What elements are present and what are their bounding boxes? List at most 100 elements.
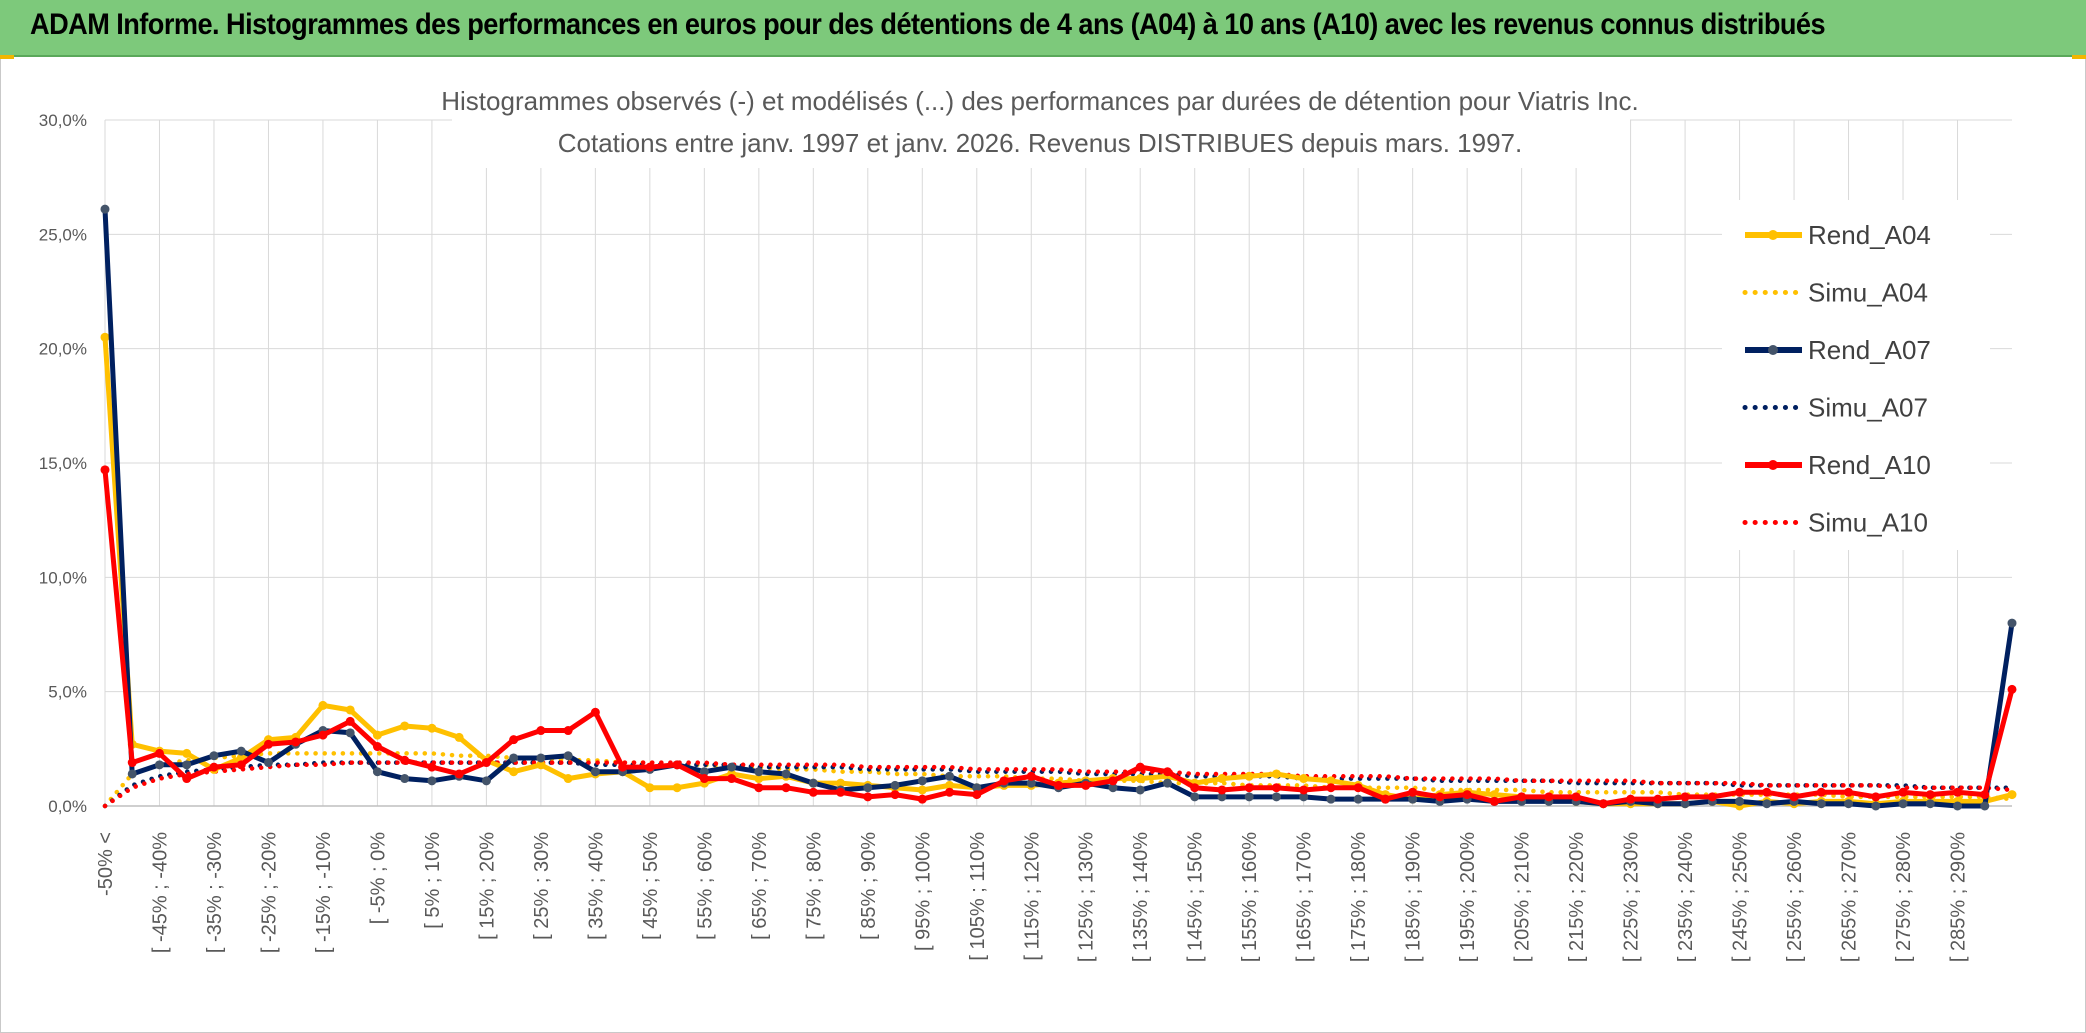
marker-rend-a10 (1326, 783, 1336, 793)
x-axis-ticks: -50% < [ -45% ; -40% [ -35% ; -30% [ -25% ;… (95, 832, 1970, 962)
marker-rend-a07 (890, 780, 900, 790)
chart-title-line-1: Histogrammes observés (-) et modélisés (… (441, 86, 1639, 116)
legend-label-simu-a04: Simu_A04 (1808, 278, 1928, 308)
marker-rend-a04 (427, 723, 437, 733)
marker-rend-a04 (2007, 790, 2017, 800)
marker-rend-a10 (291, 737, 301, 747)
marker-rend-a07 (1925, 799, 1935, 809)
marker-rend-a10 (100, 465, 110, 475)
marker-rend-a10 (1190, 783, 1200, 793)
marker-rend-a10 (1217, 785, 1227, 795)
legend-label-simu-a07: Simu_A07 (1808, 393, 1928, 423)
x-tick-label: [ 205% ; 210% (1512, 832, 1534, 962)
marker-rend-a07 (972, 783, 982, 793)
marker-rend-a10 (1435, 792, 1445, 802)
marker-rend-a07 (1217, 792, 1227, 802)
x-tick-label: -50% < (95, 832, 117, 896)
marker-rend-a07 (781, 769, 791, 779)
marker-rend-a07 (590, 767, 600, 777)
marker-rend-a07 (1871, 801, 1881, 811)
marker-rend-a07 (100, 204, 110, 214)
marker-rend-a10 (1898, 787, 1908, 797)
y-tick-label: 20,0% (39, 340, 87, 359)
legend-label-rend-a04: Rend_A04 (1808, 220, 1931, 250)
corner-accent-right (2072, 55, 2086, 59)
marker-rend-a10 (1353, 783, 1363, 793)
marker-rend-a10 (236, 760, 246, 770)
marker-rend-a10 (1953, 787, 1963, 797)
legend-marker (1768, 460, 1778, 470)
marker-rend-a07 (1190, 792, 1200, 802)
x-tick-label: [ -15% ; -10% (313, 832, 335, 953)
marker-rend-a07 (945, 771, 955, 781)
marker-rend-a10 (400, 755, 410, 765)
x-tick-label: [ 25% ; 30% (531, 832, 553, 940)
marker-rend-a07 (808, 778, 818, 788)
marker-rend-a07 (236, 746, 246, 756)
marker-rend-a07 (127, 769, 137, 779)
banner-title: ADAM Informe. Histogrammes des performan… (30, 8, 1826, 41)
marker-rend-a10 (590, 707, 600, 717)
marker-rend-a10 (863, 792, 873, 802)
marker-rend-a10 (345, 716, 355, 726)
x-tick-label: [ 255% ; 260% (1784, 832, 1806, 962)
marker-rend-a10 (1244, 783, 1254, 793)
marker-rend-a04 (672, 783, 682, 793)
marker-rend-a10 (372, 742, 382, 752)
marker-rend-a07 (345, 728, 355, 738)
title-background (452, 78, 1630, 168)
marker-rend-a07 (563, 751, 573, 761)
x-tick-label: [ 235% ; 240% (1675, 832, 1697, 962)
x-tick-label: [ 85% ; 90% (858, 832, 880, 940)
marker-rend-a10 (1626, 794, 1636, 804)
marker-rend-a07 (400, 774, 410, 784)
marker-rend-a10 (1680, 792, 1690, 802)
marker-rend-a07 (754, 767, 764, 777)
marker-rend-a07 (917, 776, 927, 786)
corner-accent-left (0, 55, 14, 59)
marker-rend-a10 (1299, 785, 1309, 795)
marker-rend-a10 (1735, 787, 1745, 797)
x-tick-label: [ 65% ; 70% (749, 832, 771, 940)
x-tick-label: [ -5% ; 0% (367, 832, 389, 924)
marker-rend-a10 (1162, 767, 1172, 777)
marker-rend-a07 (1980, 801, 1990, 811)
marker-rend-a04 (345, 705, 355, 715)
marker-rend-a04 (1326, 776, 1336, 786)
x-tick-label: [ 215% ; 220% (1566, 832, 1588, 962)
marker-rend-a04 (563, 774, 573, 784)
marker-rend-a07 (509, 753, 519, 763)
marker-rend-a07 (1326, 794, 1336, 804)
marker-rend-a10 (454, 769, 464, 779)
marker-rend-a07 (1735, 796, 1745, 806)
marker-rend-a10 (563, 726, 573, 736)
marker-rend-a10 (672, 760, 682, 770)
marker-rend-a07 (427, 776, 437, 786)
marker-rend-a10 (808, 787, 818, 797)
marker-rend-a10 (618, 762, 628, 772)
marker-rend-a07 (1135, 785, 1145, 795)
marker-rend-a04 (645, 783, 655, 793)
x-tick-label: [ 175% ; 180% (1348, 832, 1370, 962)
marker-rend-a07 (1108, 783, 1118, 793)
title-banner: ADAM Informe. Histogrammes des performan… (0, 0, 2086, 57)
marker-rend-a07 (182, 760, 192, 770)
marker-rend-a10 (972, 790, 982, 800)
x-tick-label: [ -45% ; -40% (149, 832, 171, 953)
chart-title-box: Histogrammes observés (-) et modélisés (… (441, 78, 1639, 168)
marker-rend-a04 (1217, 774, 1227, 784)
marker-rend-a10 (917, 794, 927, 804)
marker-rend-a10 (1844, 787, 1854, 797)
marker-rend-a10 (536, 726, 546, 736)
marker-rend-a07 (1762, 799, 1772, 809)
marker-rend-a07 (1816, 799, 1826, 809)
marker-rend-a07 (1026, 778, 1036, 788)
legend-background (1722, 200, 1990, 550)
series-line-simu-a04 (102, 751, 2015, 809)
legend-label-rend-a07: Rend_A07 (1808, 335, 1931, 365)
marker-rend-a10 (1408, 787, 1418, 797)
x-tick-label: [ 105% ; 110% (967, 832, 989, 961)
marker-rend-a04 (318, 700, 328, 710)
marker-rend-a10 (1707, 792, 1717, 802)
marker-rend-a10 (999, 776, 1009, 786)
